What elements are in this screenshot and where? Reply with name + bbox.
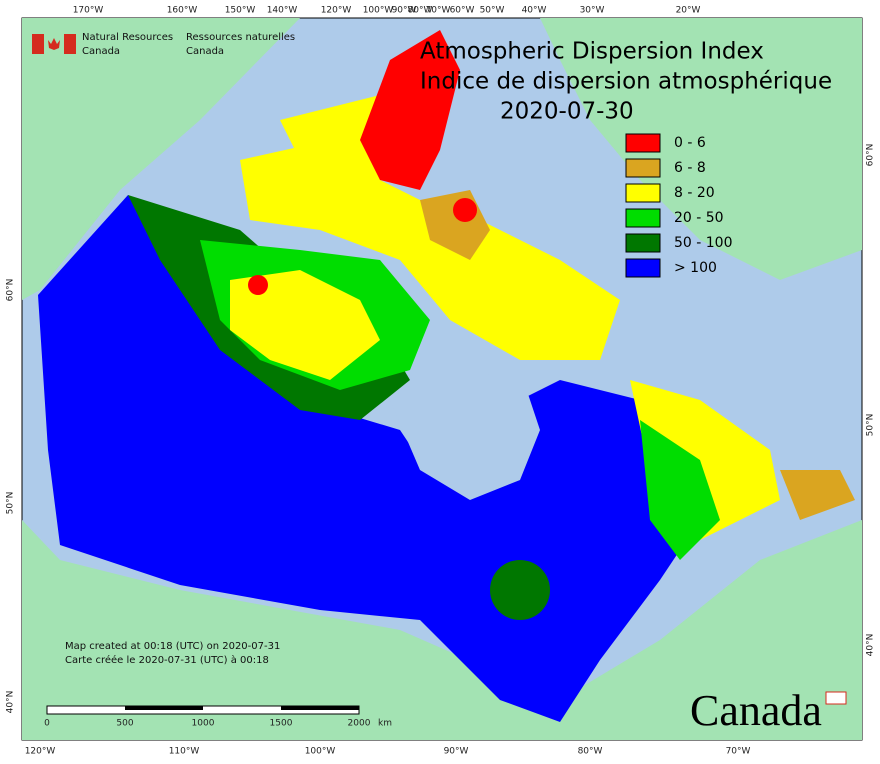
hotspot <box>453 198 477 222</box>
scale-label: 2000 <box>348 719 371 729</box>
longitude-label: 70°W <box>426 6 451 16</box>
scale-bar-segment <box>281 706 359 710</box>
longitude-label: 70°W <box>726 747 751 757</box>
agency-en: Canada <box>82 46 120 57</box>
legend-label: 6 - 8 <box>674 160 706 176</box>
title: Atmospheric Dispersion Index <box>420 39 764 65</box>
legend-swatch <box>625 133 661 153</box>
longitude-label: 50°W <box>480 6 505 16</box>
latitude-label: 60°N <box>6 279 16 302</box>
scale-label: 1000 <box>192 719 215 729</box>
longitude-label: 170°W <box>73 6 104 16</box>
legend-label: 8 - 20 <box>674 185 715 201</box>
legend-label: > 100 <box>674 260 717 276</box>
agency-fr: Ressources naturelles <box>186 32 295 43</box>
hudson-bay <box>390 370 540 500</box>
longitude-label: 100°W <box>305 747 336 757</box>
title: Indice de dispersion atmosphérique <box>420 69 832 95</box>
region-6-8-nf <box>780 470 855 520</box>
region-8-20 <box>230 270 380 380</box>
region-20-50-east <box>640 420 720 560</box>
greenland <box>540 18 862 280</box>
scale-bar <box>46 705 360 715</box>
longitude-label: 80°W <box>408 6 433 16</box>
hotspot <box>248 275 268 295</box>
longitude-label: 60°W <box>450 6 475 16</box>
wordmark-flag <box>825 691 847 705</box>
scale-label: 500 <box>116 719 133 729</box>
legend-swatch <box>625 208 661 228</box>
latitude-label: 40°N <box>866 634 876 657</box>
longitude-label: 90°W <box>444 747 469 757</box>
longitude-label: 140°W <box>267 6 298 16</box>
legend-swatch <box>625 183 661 203</box>
wordmark: Canada <box>690 686 822 735</box>
longitude-label: 120°W <box>25 747 56 757</box>
latitude-label: 50°N <box>6 492 16 515</box>
region-8-20-arctic <box>240 140 620 360</box>
legend-swatch <box>625 158 661 178</box>
longitude-label: 160°W <box>167 6 198 16</box>
legend-label: 50 - 100 <box>674 235 733 251</box>
alaska <box>22 18 300 300</box>
longitude-label: 80°W <box>578 747 603 757</box>
scale-label: 1500 <box>270 719 293 729</box>
longitude-label: 20°W <box>676 6 701 16</box>
longitude-label: 30°W <box>580 6 605 16</box>
longitude-label: 120°W <box>321 6 352 16</box>
latitude-label: 50°N <box>866 414 876 437</box>
longitude-label: 100°W <box>363 6 394 16</box>
agency-fr: Canada <box>186 46 224 57</box>
longitude-label: 40°W <box>522 6 547 16</box>
credit: Carte créée le 2020-07-31 (UTC) à 00:18 <box>65 654 269 666</box>
legend-swatch <box>625 233 661 253</box>
legend-swatch <box>625 258 661 278</box>
latitude-label: 40°N <box>6 691 16 714</box>
flag-bar <box>32 34 44 54</box>
flag-bar <box>64 34 76 54</box>
legend-label: 0 - 6 <box>674 135 706 151</box>
latitude-label: 60°N <box>866 144 876 167</box>
agency-en: Natural Resources <box>82 32 173 43</box>
legend-label: 20 - 50 <box>674 210 724 226</box>
longitude-label: 150°W <box>225 6 256 16</box>
scale-unit: km <box>378 719 392 729</box>
scale-bar-segment <box>125 706 203 710</box>
region-50-100-ontario <box>490 560 550 620</box>
date: 2020-07-30 <box>500 99 634 125</box>
longitude-label: 110°W <box>169 747 200 757</box>
credit: Map created at 00:18 (UTC) on 2020-07-31 <box>65 641 280 652</box>
united-states <box>22 520 862 740</box>
scale-label: 0 <box>44 719 50 729</box>
maple-leaf <box>48 38 60 50</box>
region-0-6 <box>360 30 460 190</box>
longitude-label: 90°W <box>392 6 417 16</box>
